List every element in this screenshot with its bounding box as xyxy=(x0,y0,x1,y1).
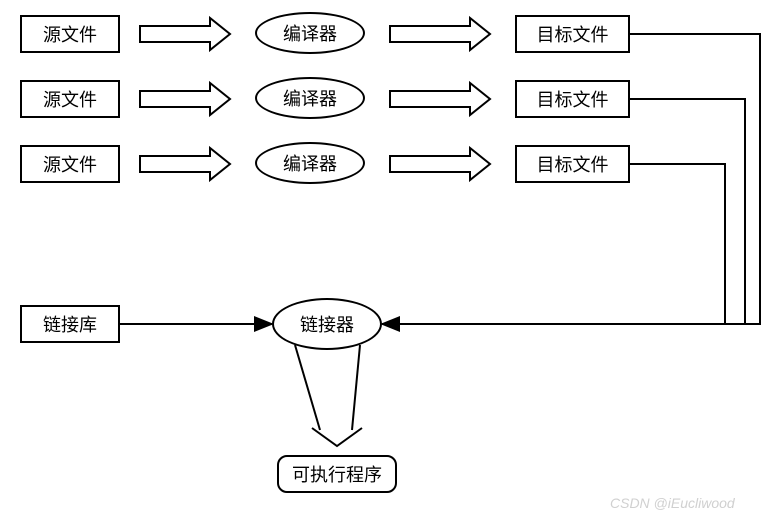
executable-label: 可执行程序 xyxy=(292,461,382,487)
linker-box: 链接器 xyxy=(272,298,382,350)
library-box: 链接库 xyxy=(20,305,120,343)
down-chevron-icon xyxy=(312,428,362,446)
target-file-label-3: 目标文件 xyxy=(537,151,609,177)
target-file-box-3: 目标文件 xyxy=(515,145,630,183)
target-file-box-2: 目标文件 xyxy=(515,80,630,118)
source-file-box-3: 源文件 xyxy=(20,145,120,183)
source-file-box-2: 源文件 xyxy=(20,80,120,118)
source-file-label-2: 源文件 xyxy=(43,86,97,112)
targets-to-linker-path-3 xyxy=(630,164,725,324)
executable-box: 可执行程序 xyxy=(277,455,397,493)
linker-to-exec-line-right xyxy=(352,345,360,430)
target-file-label-2: 目标文件 xyxy=(537,86,609,112)
compiler-box-2: 编译器 xyxy=(255,77,365,119)
compiler-label-1: 编译器 xyxy=(283,20,337,46)
source-file-label-3: 源文件 xyxy=(43,151,97,177)
targets-to-linker-path-2 xyxy=(630,99,745,324)
connectors-svg xyxy=(0,0,773,517)
library-label: 链接库 xyxy=(43,311,97,337)
watermark-text: CSDN @iEucliwood xyxy=(610,495,735,511)
target-file-label-1: 目标文件 xyxy=(537,21,609,47)
linker-label: 链接器 xyxy=(300,311,354,337)
linker-to-exec-line-left xyxy=(295,345,320,430)
compiler-label-3: 编译器 xyxy=(283,150,337,176)
compiler-box-3: 编译器 xyxy=(255,142,365,184)
compiler-box-1: 编译器 xyxy=(255,12,365,54)
source-file-label-1: 源文件 xyxy=(43,21,97,47)
compiler-label-2: 编译器 xyxy=(283,85,337,111)
source-file-box-1: 源文件 xyxy=(20,15,120,53)
target-file-box-1: 目标文件 xyxy=(515,15,630,53)
